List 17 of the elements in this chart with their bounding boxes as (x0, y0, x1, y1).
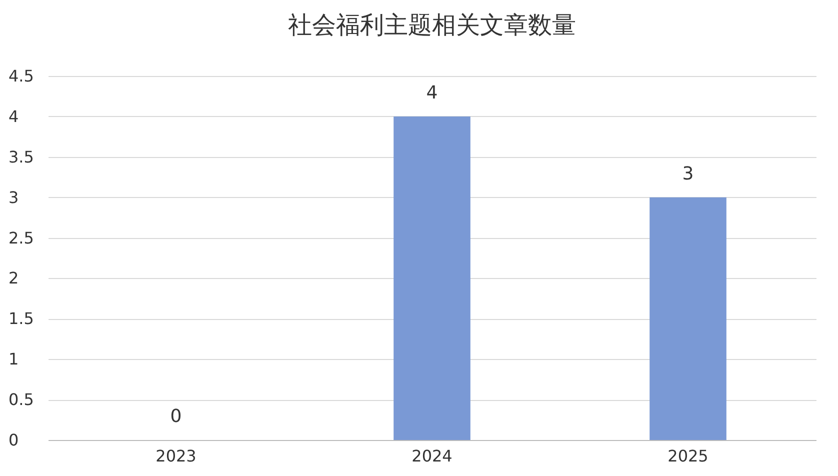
data-label: 4 (426, 82, 438, 104)
data-label: 3 (682, 163, 694, 184)
y-tick-label: 4 (8, 106, 19, 126)
x-tick-label: 2024 (412, 446, 452, 466)
y-tick-label: 2.5 (8, 228, 34, 248)
x-tick-label: 2023 (156, 446, 196, 466)
x-tick-label: 2025 (668, 446, 708, 466)
y-tick-label: 3 (8, 188, 19, 207)
chart-title: 社会福利主题相关文章数量 (288, 11, 576, 39)
y-tick-label: 3.5 (8, 147, 34, 166)
y-tick-label: 1 (8, 350, 19, 369)
y-tick-label: 4.5 (8, 66, 34, 86)
data-label: 0 (170, 406, 182, 427)
y-tick-label: 2 (8, 268, 19, 288)
y-tick-label: 0.5 (8, 390, 34, 410)
y-tick-label: 1.5 (8, 309, 34, 328)
y-tick-label: 0 (8, 430, 19, 450)
